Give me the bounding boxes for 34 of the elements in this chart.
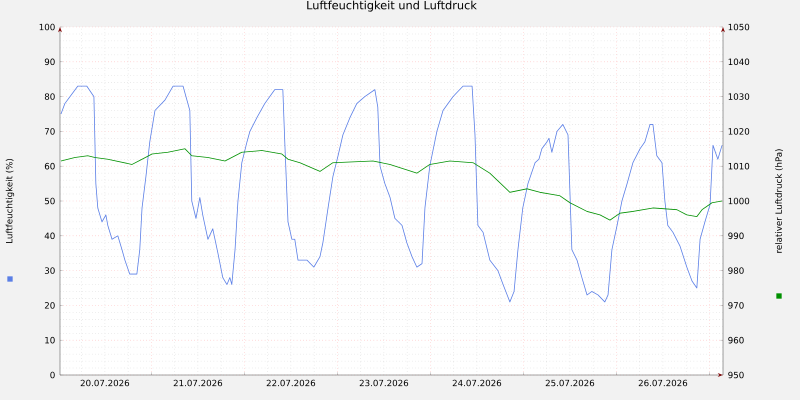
y2-tick-label: 970 <box>728 302 744 309</box>
y2-tick-label: 950 <box>728 372 744 378</box>
x-tick-label: 26.07.2026 <box>638 380 688 386</box>
y-tick-label: 30 <box>44 267 55 274</box>
line-series <box>60 148 722 221</box>
y-tick-label: 80 <box>44 93 55 100</box>
y2-tick-label: 1050 <box>728 24 750 30</box>
y2-axis-title: relativer Luftdruck (hPa) <box>775 149 783 253</box>
y-tick-label: 40 <box>44 232 55 240</box>
y-tick-label: 20 <box>44 302 55 309</box>
y-tick-label: 50 <box>44 198 55 204</box>
y2-tick-label: 1040 <box>728 58 750 66</box>
y2-tick-label: 960 <box>728 336 744 344</box>
x-tick-label: 25.07.2026 <box>546 380 594 386</box>
y-tick-label: 10 <box>45 336 55 344</box>
x-tick-label: 24.07.2026 <box>452 380 502 386</box>
y2-tick-label: 1020 <box>728 128 750 135</box>
x-tick-label: 21.07.2026 <box>174 380 222 386</box>
y2-tick-label: 990 <box>728 232 744 240</box>
chart-title: Luftfeuchtigkeit und Luftdruck <box>307 0 477 12</box>
y2-tick-label: 980 <box>728 267 744 274</box>
y-tick-label: 90 <box>44 58 55 66</box>
line-series <box>60 86 722 302</box>
y-tick-label: 0 <box>50 372 55 378</box>
y2-tick-label: 1000 <box>728 198 750 204</box>
x-tick-label: 23.07.2026 <box>360 380 408 386</box>
y2-tick-label: 1010 <box>728 162 750 170</box>
x-tick-label: 22.07.2026 <box>266 380 316 386</box>
y-tick-label: 60 <box>44 162 55 170</box>
y2-tick-label: 1030 <box>728 93 750 100</box>
y-tick-label: 100 <box>40 24 55 30</box>
x-tick-label: 20.07.2026 <box>80 380 130 386</box>
y-tick-label: 70 <box>44 128 55 135</box>
y-axis-title: Luftfeuchtigkeit (%) <box>6 158 14 243</box>
